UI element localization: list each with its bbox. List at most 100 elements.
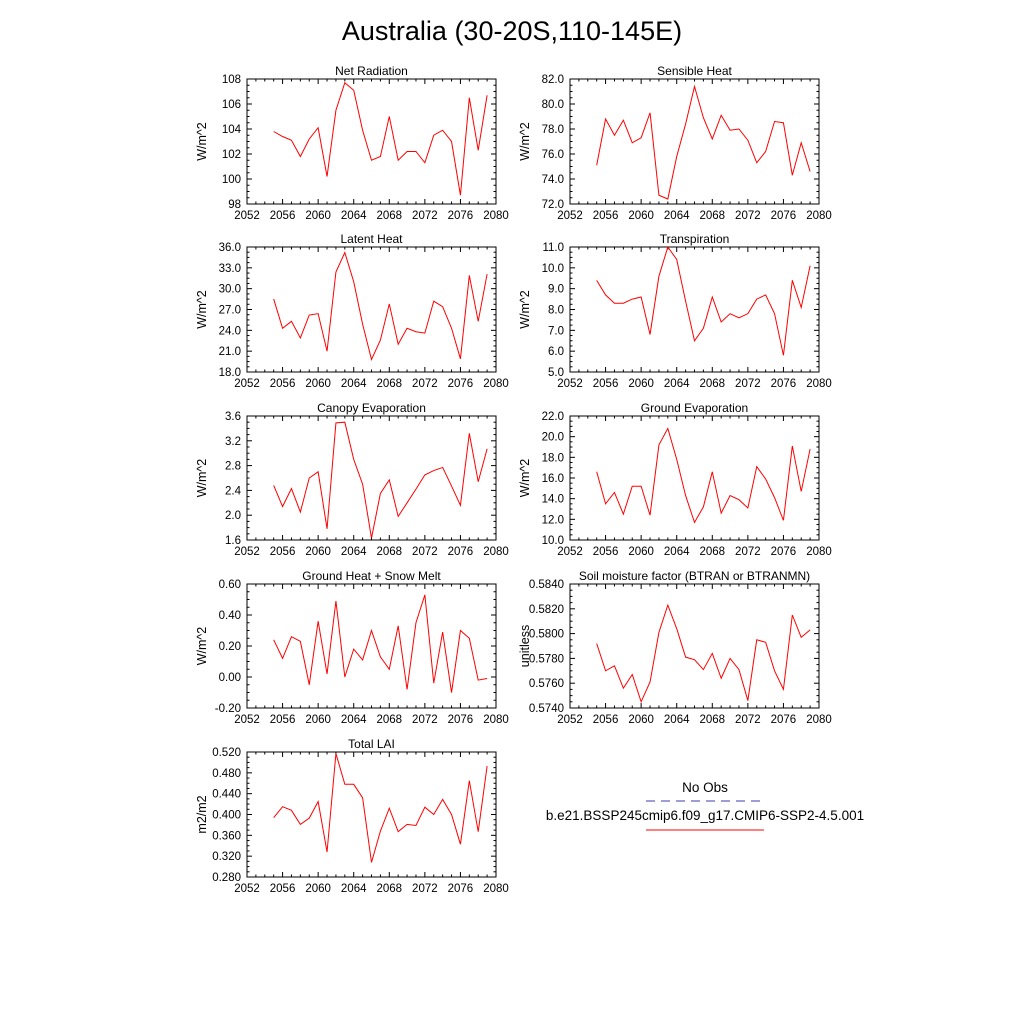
x-tick-label: 2060 [628,378,654,390]
y-tick-label: 18.0 [219,367,241,379]
panel-title: Ground Heat + Snow Melt [302,569,441,583]
y-tick-label: 18.0 [542,452,564,464]
panel-2: Sensible Heat W/m^2 2052 2056 2060 2064 2068 20… [518,64,832,222]
y-tick-label: 3.6 [225,411,241,423]
y-axis-label: unitless [518,625,532,667]
x-tick-label: 2064 [664,210,690,222]
x-tick-label: 2080 [806,210,832,222]
y-tick-label: 0.320 [212,851,241,863]
x-tick-label: 2076 [771,714,797,726]
x-tick-label: 2060 [305,714,331,726]
x-tick-label: 2076 [448,883,474,895]
y-tick-label: 14.0 [542,494,564,506]
x-tick-label: 2052 [557,546,583,558]
x-tick-label: 2052 [234,378,260,390]
series-line [596,603,811,704]
y-tick-label: 102 [222,149,241,161]
plot-frame [246,415,497,541]
panel-title: Soil moisture factor (BTRAN or BTRANMN) [579,569,810,583]
y-tick-label: 0.5780 [529,653,564,665]
x-tick-label: 2056 [270,210,296,222]
x-tick-label: 2076 [771,378,797,390]
y-tick-label: 30.0 [219,284,241,296]
y-axis-label: W/m^2 [518,290,532,329]
x-tick-label: 2064 [341,714,367,726]
series-line [273,251,488,362]
x-tick-label: 2064 [341,378,367,390]
y-axis-label: m2/m2 [195,795,209,833]
x-tick-label: 2068 [376,714,402,726]
x-tick-label: 2056 [270,714,296,726]
x-tick-label: 2080 [806,714,832,726]
x-tick-label: 2056 [270,546,296,558]
panel-4: Transpiration W/m^2 2052 2056 2060 2064 2068 20… [518,232,832,390]
y-tick-label: 0.5820 [529,604,564,616]
y-tick-label: 0.20 [219,641,241,653]
x-tick-label: 2068 [376,883,402,895]
y-axis-label: W/m^2 [195,627,209,666]
x-tick-label: 2060 [628,546,654,558]
x-tick-label: 2052 [234,546,260,558]
x-tick-label: 2080 [483,883,509,895]
y-tick-label: 10.0 [542,535,564,547]
y-tick-label: 0.5760 [529,678,564,690]
series-line [273,753,488,863]
x-tick-label: 2072 [735,714,761,726]
x-tick-label: 2052 [557,378,583,390]
x-tick-label: 2080 [806,378,832,390]
y-tick-label: 8.0 [548,305,564,317]
x-tick-label: 2076 [448,546,474,558]
y-tick-label: 0.280 [212,872,241,884]
y-tick-label: 22.0 [542,411,564,423]
y-tick-label: 2.0 [225,510,241,522]
x-tick-label: 2052 [234,210,260,222]
panel-title: Latent Heat [340,232,403,246]
y-tick-label: 6.0 [548,346,564,358]
x-tick-label: 2080 [483,378,509,390]
y-tick-label: 78.0 [542,124,564,136]
y-tick-label: 108 [222,74,241,86]
y-tick-label: 72.0 [542,199,564,211]
legend: No Obs b.e21.BSSP245cmip6.f09_g17.CMIP6-… [546,780,864,831]
x-tick-label: 2052 [234,714,260,726]
y-tick-label: 20.0 [542,432,564,444]
x-tick-label: 2056 [270,378,296,390]
x-tick-label: 2056 [593,378,619,390]
y-tick-label: 36.0 [219,242,241,254]
x-tick-label: 2080 [483,546,509,558]
panels: Net Radiation W/m^2 2052 2056 2060 2064 2068 20… [195,64,832,895]
x-tick-label: 2072 [412,883,438,895]
x-tick-label: 2060 [305,883,331,895]
x-tick-label: 2056 [593,714,619,726]
y-tick-label: 21.0 [219,346,241,358]
x-tick-label: 2064 [664,378,690,390]
y-tick-label: 33.0 [219,263,241,275]
x-tick-label: 2068 [699,546,725,558]
x-tick-label: 2080 [806,546,832,558]
x-tick-label: 2052 [234,883,260,895]
panel-title: Canopy Evaporation [317,401,426,415]
y-tick-label: 0.440 [212,789,241,801]
y-tick-label: 0.5840 [529,579,564,591]
series-line [273,421,488,539]
y-tick-label: 100 [222,174,241,186]
y-tick-label: 74.0 [542,174,564,186]
y-tick-label: 3.2 [225,436,241,448]
y-tick-label: 0.5800 [529,629,564,641]
x-tick-label: 2060 [305,210,331,222]
x-tick-label: 2068 [699,378,725,390]
y-tick-label: 0.60 [219,579,241,591]
x-tick-label: 2064 [341,210,367,222]
y-tick-label: 9.0 [548,284,564,296]
plot-frame [569,246,820,373]
x-tick-label: 2076 [448,714,474,726]
y-tick-label: 12.0 [542,514,564,526]
x-tick-label: 2064 [341,883,367,895]
panel-1: Net Radiation W/m^2 2052 2056 2060 2064 2068 20… [195,64,509,222]
x-tick-label: 2052 [557,210,583,222]
y-tick-label: -0.20 [215,703,241,715]
x-tick-label: 2056 [593,210,619,222]
series-line [596,245,811,356]
y-tick-label: 76.0 [542,149,564,161]
y-tick-label: 0.520 [212,747,241,759]
